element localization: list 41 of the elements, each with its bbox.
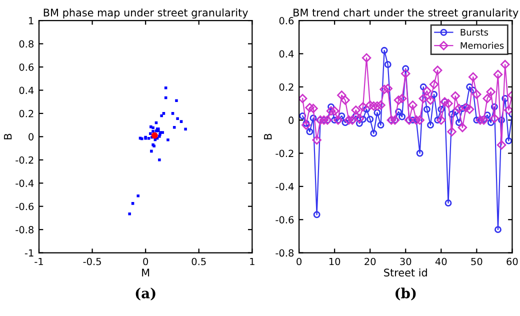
y-tick-label: -0.4 xyxy=(276,182,294,190)
x-tick-label: 40 xyxy=(435,258,447,266)
text: (a) xyxy=(136,288,156,300)
y-tick-label: 0.4 xyxy=(19,86,34,94)
y-tick-label: 0 xyxy=(288,116,294,124)
y-tick-label: -0.4 xyxy=(16,180,34,187)
x-tick-label: -1 xyxy=(34,258,43,266)
y-tick-label: 0.2 xyxy=(19,110,34,118)
x-axis-title: M xyxy=(142,268,150,276)
chart-title: BM phase map under street granularity xyxy=(44,8,248,19)
text: (b) xyxy=(396,288,416,300)
y-tick-label: 0.6 xyxy=(279,17,294,24)
chart-title: BM trend chart under the street granularity xyxy=(294,8,518,19)
y-tick-label: 0.6 xyxy=(19,63,34,71)
x-tick-label: 0 xyxy=(143,258,148,266)
y-axis-title: B xyxy=(264,134,272,140)
y-tick-label: 0.8 xyxy=(19,40,34,48)
x-tick-label: 0.5 xyxy=(192,258,206,266)
x-tick-label: 0 xyxy=(296,258,302,266)
x-tick-label: 20 xyxy=(364,258,376,266)
y-tick-label: -0.6 xyxy=(276,216,294,224)
y-tick-label: -0.2 xyxy=(16,156,34,164)
y-tick-label: -0.8 xyxy=(276,249,294,257)
y-tick-label: -1 xyxy=(24,249,34,256)
legend-label: Memories xyxy=(460,42,504,49)
y-tick-label: 0.4 xyxy=(279,50,294,58)
y-tick-label: -0.6 xyxy=(16,202,34,210)
y-axis-title: B xyxy=(4,134,12,140)
y-tick-label: -0.8 xyxy=(16,226,34,234)
x-tick-label: 50 xyxy=(471,258,482,266)
x-tick-label: -0.5 xyxy=(83,258,101,266)
y-tick-label: 0 xyxy=(28,133,34,140)
x-axis-title: Street id xyxy=(384,268,427,277)
x-tick-label: 60 xyxy=(506,258,518,266)
y-tick-label: 0.2 xyxy=(279,83,294,91)
x-tick-label: 10 xyxy=(329,258,340,266)
y-tick-label: -0.2 xyxy=(276,150,294,158)
x-tick-label: 1 xyxy=(250,258,254,266)
legend-label: Bursts xyxy=(460,28,488,36)
x-tick-label: 30 xyxy=(400,258,412,266)
y-tick-label: 1 xyxy=(29,17,34,24)
